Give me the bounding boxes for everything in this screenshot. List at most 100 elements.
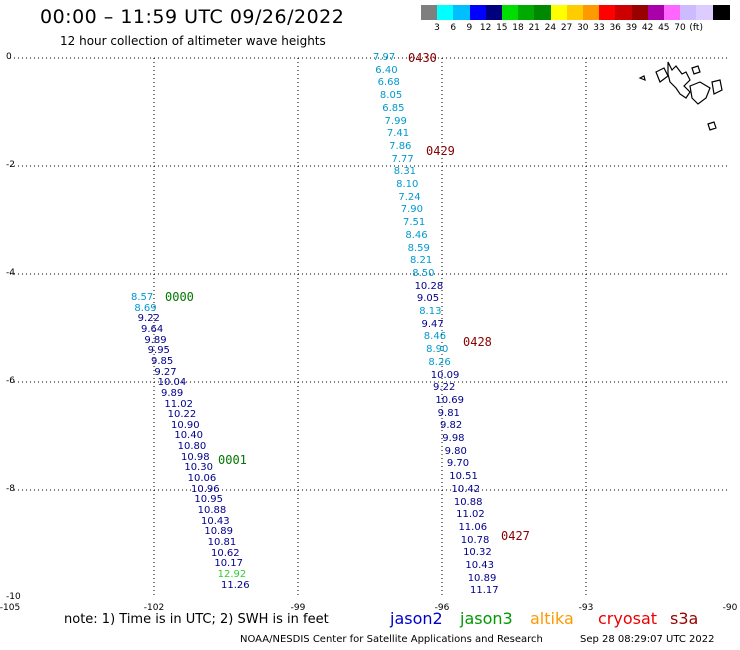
longitude-label: -102	[143, 603, 165, 613]
wave-height-value: 9.82	[439, 420, 463, 432]
wave-height-value: 10.96	[191, 483, 220, 495]
wave-height-value: 12.92	[217, 568, 247, 580]
wave-height-value: 10.04	[157, 377, 187, 389]
wave-height-value: 8.50	[412, 267, 435, 279]
wave-height-value: 8.26	[428, 356, 451, 368]
wave-height-value: 8.90	[426, 344, 449, 356]
color-scale-swatch	[712, 5, 730, 20]
pass-time-label: 0430	[408, 51, 437, 65]
wave-height-value: 10.81	[207, 536, 237, 548]
wave-height-value: 10.51	[449, 471, 478, 483]
wave-height-value: 10.40	[174, 430, 203, 442]
wave-height-value: 8.13	[419, 306, 442, 317]
color-scale-label: 9	[466, 23, 473, 33]
color-scale-swatch	[550, 5, 568, 20]
wave-height-value: 9.05	[416, 293, 440, 305]
color-scale-label: 24	[544, 23, 557, 33]
color-scale-swatch	[696, 5, 714, 20]
wave-height-value: 9.22	[433, 382, 456, 394]
wave-height-value: 7.24	[398, 191, 421, 203]
latitude-label: -6	[6, 376, 15, 386]
wave-height-value: 11.06	[458, 521, 488, 533]
credit-text: NOAA/NESDIS Center for Satellite Applica…	[240, 634, 543, 645]
wave-height-value: 10.89	[467, 572, 497, 584]
wave-height-value: 9.81	[437, 407, 460, 419]
color-scale-swatch	[502, 5, 519, 20]
wave-height-value: 9.22	[137, 313, 160, 325]
color-scale-swatch	[631, 5, 649, 20]
color-scale-unit: (ft)	[689, 23, 703, 33]
color-scale-label: 30	[577, 23, 589, 33]
color-scale-label: 42	[641, 23, 654, 33]
longitude-label: -93	[578, 603, 594, 613]
color-scale-swatch	[534, 5, 552, 20]
color-scale-swatch	[485, 5, 503, 20]
wave-height-value: 10.43	[201, 515, 230, 527]
wave-height-value: 9.89	[144, 334, 167, 346]
wave-height-value: 6.85	[382, 102, 405, 114]
wave-height-value: 7.97	[373, 52, 396, 63]
satellite-legend-item: jason2	[390, 609, 443, 628]
color-scale-swatch	[469, 5, 487, 20]
wave-height-value: 10.89	[204, 526, 233, 538]
wave-height-value: 8.31	[393, 166, 417, 178]
wave-height-value: 11.02	[164, 398, 193, 410]
pass-time-label: 0001	[218, 453, 247, 467]
wave-height-value: 10.09	[430, 369, 460, 381]
color-scale-swatch	[664, 5, 681, 20]
wave-height-value: 8.21	[409, 255, 433, 267]
pass-time-label: 0000	[165, 290, 194, 304]
wave-height-value: 10.22	[167, 409, 197, 421]
satellite-legend-item: jason3	[460, 609, 513, 628]
latitude-label: -4	[6, 268, 15, 278]
wave-height-value: 10.06	[187, 473, 217, 485]
color-scale-swatch	[583, 5, 600, 20]
wave-height-value: 7.77	[391, 153, 414, 165]
wave-height-value: 8.05	[379, 90, 403, 102]
color-scale-label: 33	[593, 23, 605, 33]
units-note: note: 1) Time is in UTC; 2) SWH is in fe…	[64, 612, 329, 627]
longitude-label: -96	[434, 603, 450, 613]
wave-height-value: 10.78	[460, 534, 490, 546]
color-scale-label: 70	[674, 23, 686, 33]
pass-time-label: 0428	[463, 335, 492, 349]
wave-height-value: 10.30	[184, 462, 213, 474]
color-scale-swatch	[437, 5, 455, 20]
color-scale-swatch	[421, 5, 438, 20]
wave-height-value: 10.98	[181, 451, 210, 463]
wave-height-value: 9.70	[446, 458, 470, 470]
generated-timestamp: Sep 28 08:29:07 UTC 2022	[580, 634, 715, 645]
wave-height-value: 6.68	[377, 77, 400, 89]
color-scale-label: 39	[625, 23, 638, 33]
wave-height-value: 10.90	[171, 419, 200, 431]
wave-height-value: 10.88	[197, 505, 227, 516]
latitude-label: 0	[6, 52, 12, 62]
color-scale-swatch	[680, 5, 698, 20]
color-scale-label: 45	[658, 23, 670, 33]
wave-height-value: 9.80	[444, 445, 467, 457]
map-grid	[10, 57, 730, 598]
wave-height-value: 9.95	[147, 345, 170, 357]
wave-height-value: 10.69	[435, 394, 464, 406]
color-scale-swatch	[615, 5, 633, 20]
pass-time-label: 0427	[501, 529, 530, 543]
wave-height-value: 10.88	[453, 496, 483, 508]
wave-height-value: 9.98	[442, 433, 465, 444]
color-scale-label: 21	[528, 23, 540, 33]
wave-height-value: 10.42	[451, 483, 481, 495]
color-scale-swatch	[566, 5, 584, 20]
wave-height-value: 7.99	[384, 115, 407, 127]
color-scale-label: 12	[479, 23, 492, 33]
page-title: 00:00 – 11:59 UTC 09/26/2022	[40, 6, 345, 28]
wave-height-value: 6.40	[375, 64, 398, 76]
wave-height-value: 11.02	[456, 509, 485, 521]
page-subtitle: 12 hour collection of altimeter wave hei…	[60, 34, 326, 48]
latitude-label: -2	[6, 160, 15, 170]
wave-height-value: 7.51	[403, 217, 426, 229]
color-scale-label: 36	[609, 23, 621, 33]
satellite-legend-item: altika	[530, 609, 574, 628]
longitude-label: -105	[0, 603, 21, 613]
wave-height-value: 8.46	[405, 229, 428, 241]
wave-height-value: 10.43	[465, 560, 495, 571]
